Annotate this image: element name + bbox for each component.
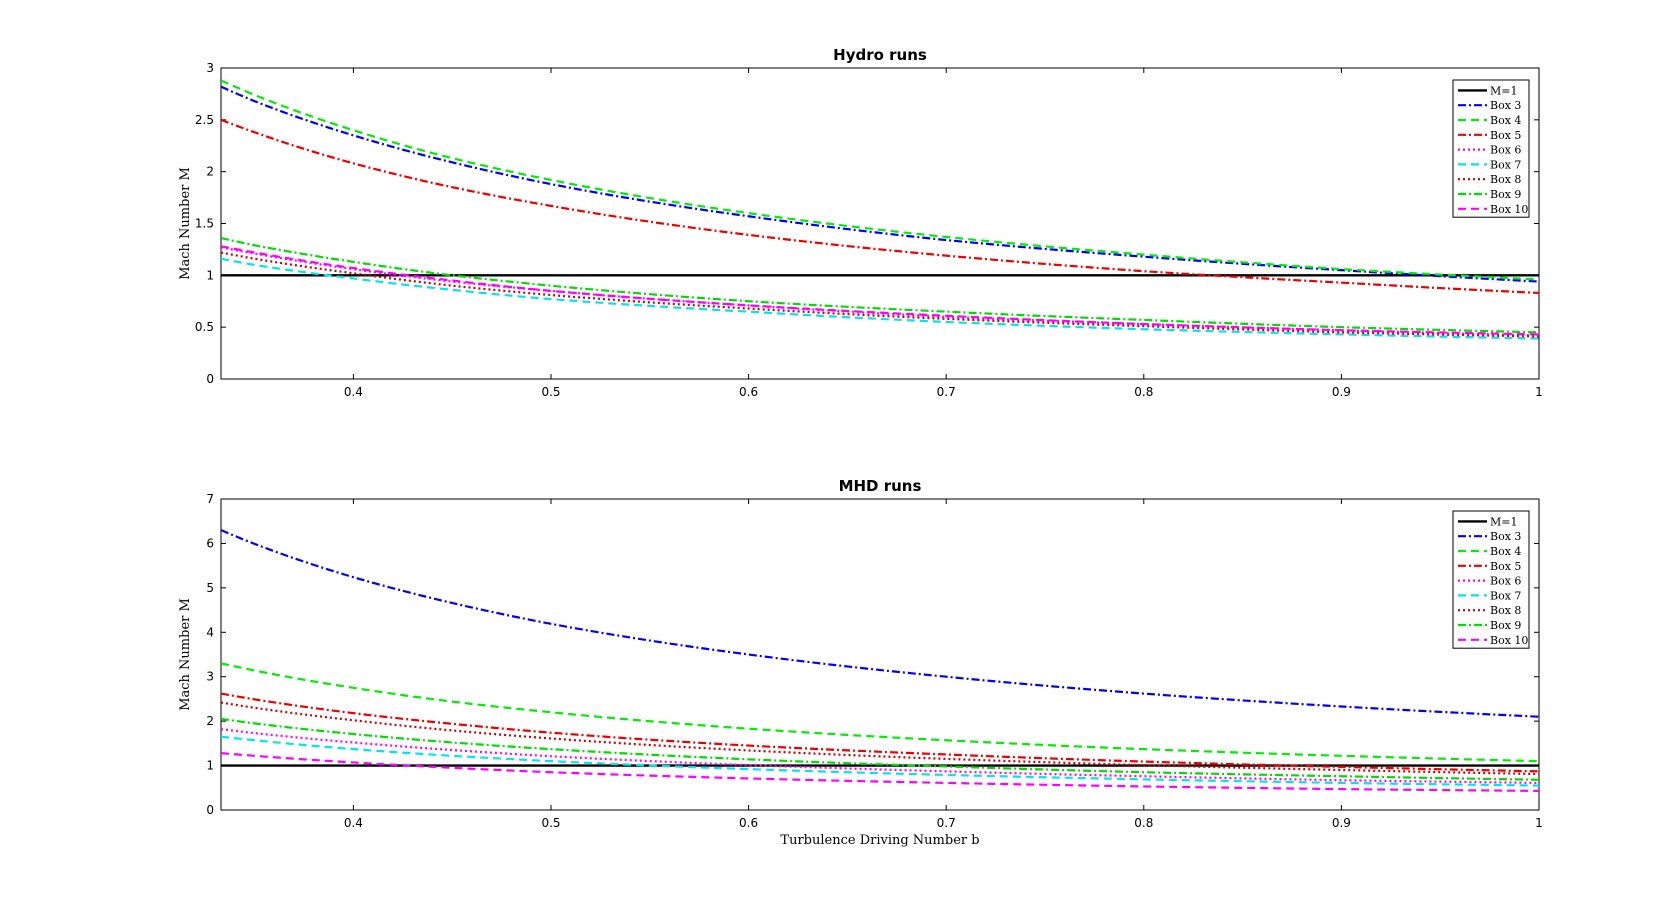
y-tick-label: 2.5 bbox=[195, 113, 214, 127]
legend-label: Box 8 bbox=[1490, 604, 1521, 617]
x-tick-label: 0.6 bbox=[739, 385, 758, 399]
x-tick-label: 0.5 bbox=[541, 816, 560, 830]
legend-label: Box 6 bbox=[1490, 575, 1521, 588]
x-tick-label: 0.4 bbox=[344, 816, 363, 830]
legend-label: Box 3 bbox=[1490, 530, 1521, 543]
y-tick-label: 0.5 bbox=[195, 320, 214, 334]
series-line-box-5 bbox=[221, 118, 1539, 295]
series-line-box-6 bbox=[221, 246, 1539, 337]
series-line-box-4 bbox=[221, 662, 1539, 763]
x-tick-label: 1 bbox=[1535, 385, 1543, 399]
y-tick-label: 7 bbox=[206, 492, 214, 506]
x-axis-label: Turbulence Driving Number b bbox=[780, 833, 979, 848]
y-tick-label: 1 bbox=[206, 759, 214, 773]
y-tick-label: 2 bbox=[206, 714, 214, 728]
x-tick-label: 0.4 bbox=[344, 385, 363, 399]
x-tick-label: 0.6 bbox=[739, 816, 758, 830]
series-line-box-7 bbox=[221, 257, 1539, 340]
legend-label: Box 6 bbox=[1490, 144, 1521, 157]
hydro-panel: Hydro runs 0.4 0.5 0.6 0.7 0.8 0.9 1 0 0.5 1 1.5 2 2.… bbox=[178, 46, 1543, 399]
series-line-box-8 bbox=[221, 701, 1539, 776]
series-line-box-8 bbox=[221, 251, 1539, 338]
x-tick-label: 0.8 bbox=[1134, 816, 1153, 830]
y-axis-label: Mach Number M bbox=[178, 167, 193, 280]
y-tick-label: 1 bbox=[206, 268, 214, 282]
y-tick-label: 5 bbox=[206, 581, 214, 595]
y-tick-label: 3 bbox=[206, 670, 214, 684]
y-tick-label: 3 bbox=[206, 61, 214, 75]
chart-title: MHD runs bbox=[839, 477, 922, 495]
series-line-box-3 bbox=[221, 85, 1539, 283]
legend-label: Box 9 bbox=[1490, 619, 1521, 632]
legend-label: Box 9 bbox=[1490, 188, 1521, 201]
legend-label: Box 4 bbox=[1490, 114, 1521, 127]
series-line-box-4 bbox=[221, 79, 1539, 281]
legend-label: M=1 bbox=[1490, 84, 1517, 97]
x-tick-label: 0.7 bbox=[937, 816, 956, 830]
legend-label: Box 10 bbox=[1490, 203, 1528, 216]
series-line-box-5 bbox=[221, 692, 1539, 773]
series-line-box-9 bbox=[221, 717, 1539, 781]
legend-label: Box 5 bbox=[1490, 560, 1521, 573]
x-tick-label: 1 bbox=[1535, 816, 1543, 830]
x-tick-label: 0.8 bbox=[1134, 385, 1153, 399]
plot-area bbox=[220, 498, 1540, 811]
legend-label: Box 7 bbox=[1490, 589, 1521, 602]
series-line-box-10 bbox=[221, 752, 1539, 792]
x-tick-label: 0.9 bbox=[1332, 816, 1351, 830]
y-tick-label: 1.5 bbox=[195, 217, 214, 231]
legend-label: Box 4 bbox=[1490, 545, 1521, 558]
legend-label: Box 3 bbox=[1490, 99, 1521, 112]
legend-label: Box 7 bbox=[1490, 158, 1521, 171]
y-tick-label: 0 bbox=[206, 803, 214, 817]
x-tick-label: 0.7 bbox=[937, 385, 956, 399]
mhd-panel: MHD runs 0.4 0.5 0.6 0.7 0.8 0.9 1 0 1 2 3 4 5 6 7 Mach … bbox=[178, 477, 1543, 848]
series-line-box-7 bbox=[221, 735, 1539, 787]
plot-area bbox=[220, 67, 1540, 380]
x-tick-label: 0.5 bbox=[541, 385, 560, 399]
legend-label: Box 5 bbox=[1490, 129, 1521, 142]
series-line-box-10 bbox=[221, 245, 1539, 336]
x-tick-label: 0.9 bbox=[1332, 385, 1351, 399]
y-tick-label: 4 bbox=[206, 625, 214, 639]
chart-title: Hydro runs bbox=[833, 46, 927, 64]
y-axis-label: Mach Number M bbox=[178, 598, 193, 711]
series-line-box-6 bbox=[221, 728, 1539, 784]
y-tick-label: 2 bbox=[206, 165, 214, 179]
legend-label: M=1 bbox=[1490, 515, 1517, 528]
y-tick-label: 6 bbox=[206, 536, 214, 550]
series-line-box-3 bbox=[221, 529, 1539, 718]
y-tick-label: 0 bbox=[206, 372, 214, 386]
legend-label: Box 10 bbox=[1490, 634, 1528, 647]
series-line-box-9 bbox=[221, 236, 1539, 334]
legend-label: Box 8 bbox=[1490, 173, 1521, 186]
